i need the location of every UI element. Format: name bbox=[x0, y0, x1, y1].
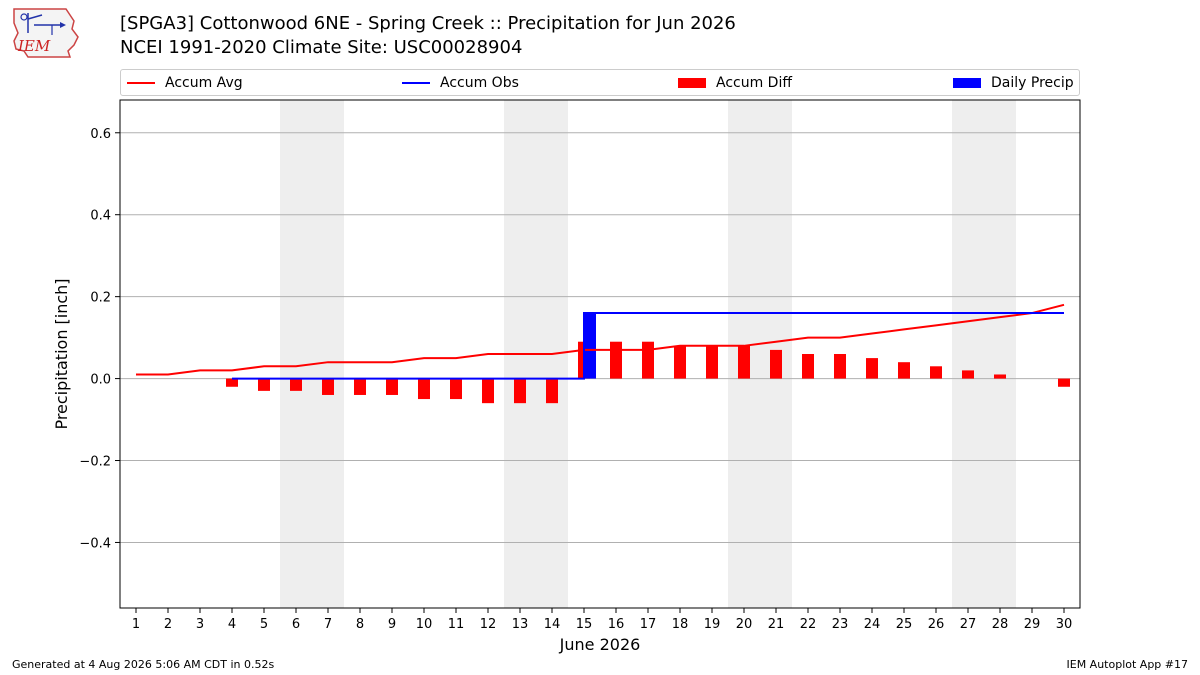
x-tick-label: 26 bbox=[928, 617, 945, 632]
accum-diff-bar bbox=[770, 349, 782, 379]
x-tick-label: 23 bbox=[832, 617, 849, 632]
accum-diff-bar bbox=[706, 345, 718, 379]
accum-diff-bar bbox=[738, 345, 750, 379]
x-tick-label: 9 bbox=[388, 617, 396, 632]
y-tick-label: 0.6 bbox=[90, 127, 111, 142]
x-tick-label: 1 bbox=[132, 617, 140, 632]
legend-swatch-daily-precip bbox=[953, 77, 981, 88]
accum-diff-bar bbox=[386, 378, 398, 395]
x-tick-label: 22 bbox=[800, 617, 817, 632]
x-tick-label: 28 bbox=[992, 617, 1009, 632]
x-tick-label: 18 bbox=[672, 617, 689, 632]
legend: Accum Avg Accum Obs Accum Diff Daily Pre… bbox=[120, 69, 1080, 96]
x-tick-label: 27 bbox=[960, 617, 977, 632]
legend-swatch-accum-obs bbox=[402, 81, 430, 84]
accum-diff-bar bbox=[930, 366, 942, 379]
plot-frame bbox=[119, 99, 1081, 609]
legend-label-accum-obs: Accum Obs bbox=[440, 74, 519, 91]
accum-diff-bar bbox=[994, 374, 1006, 379]
accum-diff-bar bbox=[866, 358, 878, 379]
y-axis-label: Precipitation [inch] bbox=[52, 278, 71, 429]
x-tick-label: 13 bbox=[512, 617, 529, 632]
daily-precip-bar bbox=[584, 313, 596, 379]
accum-diff-bar bbox=[514, 378, 526, 404]
x-tick-label: 3 bbox=[196, 617, 204, 632]
weekend-shade-4 bbox=[952, 100, 1016, 608]
accum-diff-bar bbox=[898, 362, 910, 379]
accum-diff-bar bbox=[258, 378, 270, 391]
y-tick-label: 0.4 bbox=[90, 209, 111, 224]
x-tick-label: 12 bbox=[480, 617, 497, 632]
x-tick-label: 8 bbox=[356, 617, 364, 632]
legend-label-accum-diff: Accum Diff bbox=[716, 74, 793, 91]
legend-item-accum-diff: Accum Diff bbox=[678, 70, 792, 95]
accum-diff-bar bbox=[450, 378, 462, 400]
x-tick-label: 19 bbox=[704, 617, 721, 632]
generated-timestamp: Generated at 4 Aug 2026 5:06 AM CDT in 0… bbox=[12, 658, 275, 671]
accum-diff-bar bbox=[418, 378, 430, 400]
legend-item-accum-obs: Accum Obs bbox=[402, 70, 519, 95]
x-tick-label: 4 bbox=[228, 617, 236, 632]
accum-avg-line bbox=[136, 303, 1065, 376]
x-tick-label: 20 bbox=[736, 617, 753, 632]
x-tick-label: 10 bbox=[416, 617, 433, 632]
x-tick-label: 24 bbox=[864, 617, 881, 632]
x-tick-label: 29 bbox=[1024, 617, 1041, 632]
legend-swatch-accum-diff bbox=[678, 77, 706, 88]
x-tick-label: 15 bbox=[576, 617, 593, 632]
legend-item-accum-avg: Accum Avg bbox=[127, 70, 243, 95]
legend-item-daily-precip: Daily Precip bbox=[953, 70, 1074, 95]
legend-swatch-accum-avg bbox=[127, 81, 155, 84]
x-tick-label: 21 bbox=[768, 617, 785, 632]
app-label: IEM Autoplot App #17 bbox=[1066, 658, 1189, 671]
x-tick-label: 2 bbox=[164, 617, 172, 632]
accum-diff-bar bbox=[226, 378, 238, 387]
legend-label-accum-avg: Accum Avg bbox=[165, 74, 243, 91]
chart-title: [SPGA3] Cottonwood 6NE - Spring Creek ::… bbox=[120, 13, 736, 34]
accum-diff-bar bbox=[1058, 378, 1070, 387]
legend-label-daily-precip: Daily Precip bbox=[991, 74, 1074, 91]
iem-logo: IEM bbox=[13, 8, 79, 58]
weekend-shade-3 bbox=[728, 100, 792, 608]
chart-subtitle: NCEI 1991-2020 Climate Site: USC00028904 bbox=[120, 37, 523, 58]
accum-diff-bar bbox=[610, 341, 622, 379]
y-tick-label: 0.2 bbox=[90, 291, 111, 306]
x-tick-label: 6 bbox=[292, 617, 300, 632]
x-tick-label: 14 bbox=[544, 617, 561, 632]
accum-diff-bar bbox=[642, 341, 654, 379]
accum-diff-bar bbox=[290, 378, 302, 391]
x-tick-label: 17 bbox=[640, 617, 657, 632]
accum-diff-bar bbox=[962, 370, 974, 379]
y-tick-label: −0.4 bbox=[79, 536, 111, 551]
accum-diff-bar bbox=[482, 378, 494, 404]
accum-diff-bar bbox=[354, 378, 366, 395]
weekend-shade-1 bbox=[280, 100, 344, 608]
x-tick-label: 11 bbox=[448, 617, 465, 632]
x-tick-label: 25 bbox=[896, 617, 913, 632]
x-tick-label: 30 bbox=[1056, 617, 1073, 632]
accum-diff-bar bbox=[546, 378, 558, 404]
x-tick-label: 7 bbox=[324, 617, 332, 632]
accum-diff-bar bbox=[322, 378, 334, 395]
logo-text: IEM bbox=[17, 37, 51, 55]
x-axis-label: June 2026 bbox=[559, 635, 641, 654]
x-tick-label: 16 bbox=[608, 617, 625, 632]
accum-diff-bar bbox=[674, 345, 686, 379]
accum-obs-line bbox=[232, 312, 1064, 380]
accum-diff-bar bbox=[802, 354, 814, 379]
y-tick-label: 0.0 bbox=[90, 373, 111, 388]
x-tick-label: 5 bbox=[260, 617, 268, 632]
y-tick-label: −0.2 bbox=[79, 455, 111, 470]
accum-diff-bar bbox=[834, 354, 846, 379]
